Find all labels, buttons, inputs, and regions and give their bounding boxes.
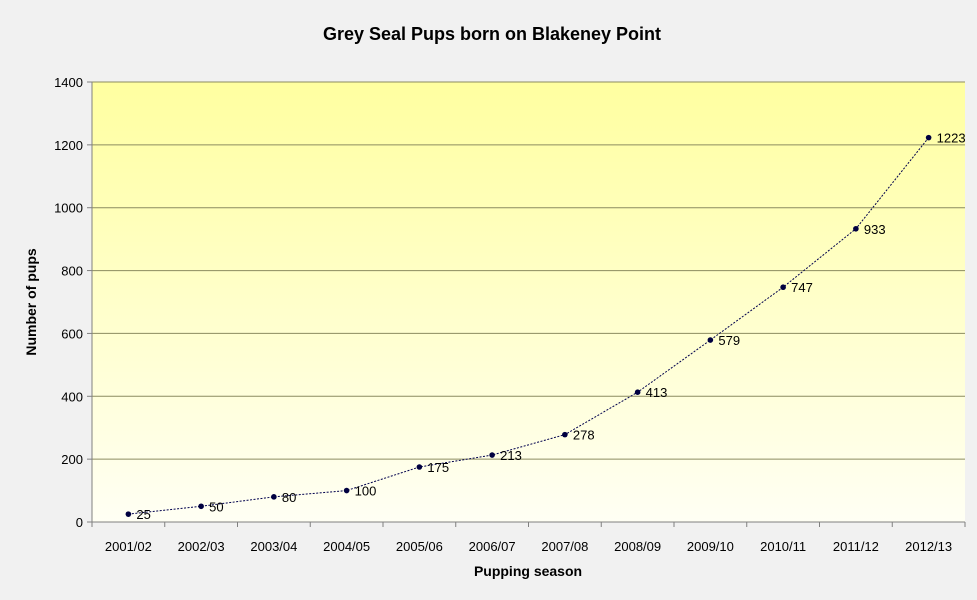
x-axis-title: Pupping season	[474, 563, 582, 579]
data-label: 1223	[937, 131, 966, 146]
data-label: 175	[427, 460, 449, 475]
x-tick-label: 2002/03	[178, 539, 225, 554]
data-label: 100	[355, 484, 377, 499]
x-tick-label: 2011/12	[833, 539, 879, 554]
data-label: 25	[136, 507, 150, 522]
plot-area	[92, 82, 965, 522]
series-line	[128, 137, 930, 515]
data-point	[125, 511, 132, 517]
y-tick-label: 200	[61, 452, 83, 467]
data-label: 933	[864, 222, 886, 237]
data-label: 80	[282, 490, 296, 505]
x-tick-label: 2005/06	[396, 539, 443, 554]
y-tick-label: 0	[76, 515, 83, 530]
data-point	[634, 389, 641, 396]
data-label: 579	[718, 333, 740, 348]
series-line-group	[125, 134, 932, 517]
x-tick-label: 2010/11	[760, 539, 806, 554]
y-tick-label: 1000	[54, 201, 83, 216]
grid-lines	[92, 81, 965, 460]
y-tick-label: 1200	[54, 138, 83, 153]
data-label: 50	[209, 499, 223, 514]
data-label: 413	[646, 385, 668, 400]
y-axis-title: Number of pups	[23, 248, 39, 356]
data-point	[271, 494, 277, 500]
chart-title: Grey Seal Pups born on Blakeney Point	[323, 24, 661, 44]
y-tick-label: 1400	[54, 75, 83, 90]
data-label: 278	[573, 428, 595, 443]
data-point	[562, 431, 568, 438]
y-tick-label: 600	[61, 326, 83, 341]
data-point	[853, 225, 859, 232]
data-point	[925, 134, 932, 141]
x-tick-label: 2009/10	[687, 539, 734, 554]
data-point	[198, 503, 204, 510]
x-tick-label: 2008/09	[614, 539, 661, 554]
x-tick-label: 2003/04	[250, 539, 297, 554]
axes	[87, 81, 966, 527]
data-point	[416, 464, 423, 470]
x-tick-label: 2007/08	[541, 539, 588, 554]
x-tick-label: 2004/05	[323, 539, 370, 554]
x-tick-label: 2006/07	[469, 539, 516, 554]
labels: 0 200 400 600 800 1000 1200 1400 2001/02 2002/03 2…	[54, 75, 965, 554]
data-point	[343, 487, 350, 494]
y-tick-label: 800	[61, 264, 83, 279]
data-point	[489, 452, 495, 458]
data-label: 213	[500, 448, 522, 463]
data-label: 747	[791, 280, 813, 295]
data-point	[780, 284, 786, 291]
x-tick-label: 2012/13	[905, 539, 952, 554]
y-tick-label: 400	[61, 389, 83, 404]
x-tick-label: 2001/02	[105, 539, 152, 554]
data-point	[707, 337, 714, 343]
